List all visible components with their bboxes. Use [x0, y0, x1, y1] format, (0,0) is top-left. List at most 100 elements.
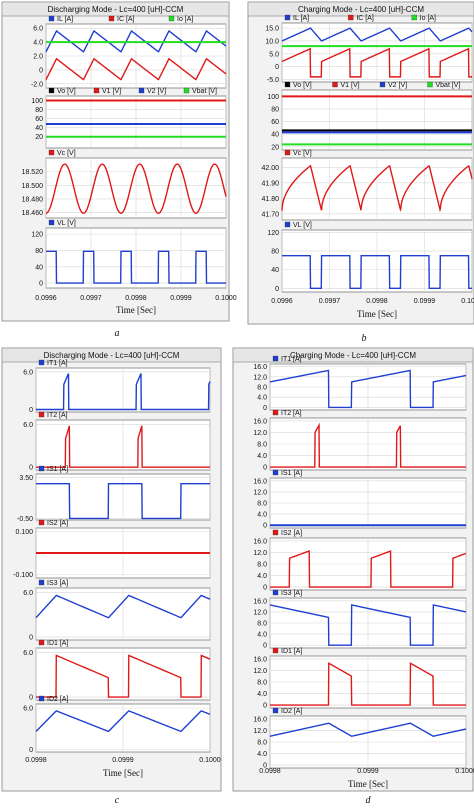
- panel-6: 16.0 12.0 8.0 4.0 0 ID1 [A]: [253, 647, 467, 710]
- legend-swatch: [284, 14, 291, 21]
- legend-label: Io [A]: [177, 16, 193, 23]
- y-tick-label: 18.500: [22, 183, 44, 190]
- y-tick-label: 12.0: [253, 489, 267, 496]
- y-tick-label: 41.80: [261, 196, 279, 203]
- x-tick-label: 0.0999: [414, 298, 436, 305]
- y-tick-label: 8.0: [257, 442, 267, 449]
- panel-4: 0.100 -0.100 IS2 [A]: [13, 519, 211, 579]
- y-tick-label: 16.0: [253, 418, 267, 425]
- panel-3: 42.00 41.90 41.80 41.70 Vc [V]: [261, 149, 473, 221]
- y-tick-label: 6.0: [23, 369, 33, 376]
- y-tick-label: 6.0: [33, 26, 43, 33]
- series-line: [269, 722, 467, 737]
- y-tick-label: 0: [263, 703, 267, 710]
- chart-title: Charging Mode - Lc=400 [uH]-CCM: [290, 351, 416, 360]
- figure-caption: b: [362, 333, 367, 344]
- series-line: [281, 27, 473, 42]
- panel-1: 16.0 12.0 8.0 4.0 0 IT1 [A]: [253, 355, 467, 412]
- y-tick-label: 16.0: [253, 598, 267, 605]
- legend-swatch: [284, 149, 291, 156]
- legend-label: Vc [V]: [293, 150, 312, 157]
- legend-label: IC [A]: [117, 16, 135, 23]
- y-tick-label: 40: [271, 267, 279, 274]
- y-tick-label: 8.0: [257, 385, 267, 392]
- series-line: [269, 604, 467, 646]
- series-line: [46, 250, 226, 284]
- legend-swatch: [272, 469, 279, 476]
- chart-header: [247, 1, 474, 17]
- panel-4: 16.0 12.0 8.0 4.0 0 IS2 [A]: [253, 529, 467, 592]
- series-line: [270, 422, 466, 468]
- y-tick-label: -0.100: [13, 572, 33, 579]
- legend-swatch: [272, 589, 279, 596]
- legend-swatch: [272, 355, 279, 362]
- panel-3: 18.520 18.500 18.480 18.460 Vc [V]: [22, 149, 227, 219]
- x-tick-label: 0.0998: [125, 295, 147, 302]
- y-tick-label: 4.0: [257, 453, 267, 460]
- y-tick-label: 12.0: [253, 668, 267, 675]
- legend-swatch: [38, 579, 45, 586]
- y-tick-label: 0: [29, 407, 33, 414]
- y-tick-label: 80: [271, 106, 279, 113]
- legend-label: Vo [V]: [293, 82, 312, 89]
- panel-1: 6.0 0 IT1 [A]: [23, 359, 211, 414]
- y-tick-label: 4.0: [257, 512, 267, 519]
- panel-4: 120 80 40 0 VL [V]: [267, 221, 473, 293]
- legend-label: IT1 [A]: [47, 360, 68, 367]
- x-tick-label: 0.0996: [35, 295, 57, 302]
- y-tick-label: 0: [39, 281, 43, 288]
- x-tick-label: 0.0997: [319, 298, 341, 305]
- legend-label: ID1 [A]: [47, 640, 68, 647]
- legend-label: IS3 [A]: [281, 590, 302, 597]
- y-tick-label: 0: [263, 763, 267, 770]
- legend-swatch: [348, 14, 354, 21]
- y-tick-label: 0: [263, 405, 267, 412]
- y-tick-label: 0: [29, 695, 33, 702]
- legend-label: Vo [V]: [57, 88, 76, 95]
- y-tick-label: 41.90: [261, 180, 279, 187]
- legend-swatch: [93, 87, 100, 94]
- x-tick-label: 0.0997: [80, 295, 102, 302]
- y-tick-label: 12.0: [253, 430, 267, 437]
- y-tick-label: 0: [263, 643, 267, 650]
- y-tick-label: 0: [263, 585, 267, 592]
- legend-swatch: [38, 695, 45, 702]
- y-tick-label: 4.0: [257, 691, 267, 698]
- series-line: [282, 254, 472, 289]
- panel-3: 16.0 12.0 8.0 4.0 0 IS1 [A]: [253, 469, 467, 530]
- legend-swatch: [272, 707, 279, 714]
- panel-5: 6.0 0 IS3 [A]: [23, 579, 211, 642]
- chart-title: Discharging Mode - Lc=400 [uH]-CCM: [44, 351, 180, 360]
- chart-a: Discharging Mode - Lc=400 [uH]-CCM 6.0 4.0…: [1, 1, 237, 322]
- chart-b: Charging Mode - Lc=400 [uH]-CCM 15.0 10.0 5…: [247, 1, 474, 325]
- legend-swatch: [48, 87, 55, 94]
- legend-swatch: [48, 219, 55, 226]
- y-tick-label: 3.50: [19, 475, 33, 482]
- legend-swatch: [332, 81, 338, 88]
- legend-label: ID2 [A]: [281, 708, 302, 715]
- legend-swatch: [38, 639, 45, 646]
- x-tick-label: 0.0996: [271, 298, 293, 305]
- legend-label: V2 [V]: [388, 82, 407, 89]
- y-tick-label: 6.0: [23, 422, 33, 429]
- y-tick-label: 4.0: [257, 573, 267, 580]
- legend-label: V2 [V]: [147, 88, 166, 95]
- y-tick-label: 80: [35, 107, 43, 114]
- legend-label: ID1 [A]: [281, 648, 302, 655]
- y-tick-label: 0: [275, 64, 279, 71]
- panel-1: 6.0 4.0 2.0 0 -2.0 IL [A] IC [A] Io [A]: [31, 15, 227, 89]
- y-tick-label: 0: [29, 635, 33, 642]
- x-axis-label: Time [Sec]: [357, 309, 397, 319]
- legend-swatch: [284, 81, 291, 88]
- chart-header: [1, 1, 230, 17]
- series-line: [269, 369, 467, 409]
- legend-swatch: [168, 15, 175, 22]
- series-line: [36, 425, 210, 468]
- legend-label: V1 [V]: [341, 82, 360, 89]
- y-tick-label: 20: [271, 144, 279, 151]
- chart-header: [1, 347, 222, 363]
- y-tick-label: 4.0: [257, 632, 267, 639]
- y-tick-label: 12.0: [253, 728, 267, 735]
- legend-label: IS3 [A]: [47, 580, 68, 587]
- x-axis-label: Time [Sec]: [103, 768, 143, 778]
